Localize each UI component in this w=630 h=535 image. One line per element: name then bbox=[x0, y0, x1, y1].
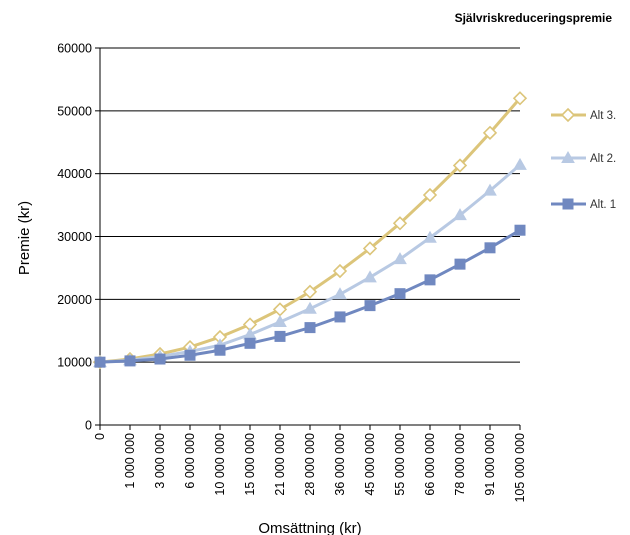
series-group bbox=[92, 91, 528, 370]
data-point-diamond bbox=[302, 284, 318, 299]
data-point-square bbox=[394, 288, 406, 300]
x-tick-label: 91 000 000 bbox=[483, 433, 497, 496]
chart-title: Självriskreduceringspremie bbox=[455, 11, 613, 25]
data-point-triangle bbox=[273, 314, 287, 327]
legend-label: Alt 2. bbox=[590, 153, 616, 165]
data-point-diamond bbox=[362, 241, 378, 256]
data-point-square bbox=[562, 198, 574, 210]
x-tick-label: 36 000 000 bbox=[333, 433, 347, 496]
x-tick-label: 1 000 000 bbox=[123, 433, 137, 489]
legend-item: Alt 3. bbox=[551, 107, 616, 123]
x-tick-labels: 0 1 000 000 3 000 000 6 000 000 10 000 000 15… bbox=[93, 433, 527, 503]
data-point-diamond bbox=[482, 125, 498, 140]
data-point-triangle bbox=[453, 208, 467, 221]
x-tick-label: 45 000 000 bbox=[363, 433, 377, 496]
y-tick-labels: 0 10000 20000 30000 40000 50000 60000 bbox=[57, 42, 92, 433]
data-point-diamond bbox=[512, 91, 528, 106]
y-tick-label: 0 bbox=[85, 419, 92, 433]
data-point-square bbox=[484, 242, 496, 254]
y-tick-label: 20000 bbox=[57, 293, 92, 307]
grid-lines bbox=[100, 47, 520, 363]
y-tick-label: 60000 bbox=[57, 42, 92, 56]
data-point-square bbox=[154, 353, 166, 365]
x-tick-label: 66 000 000 bbox=[423, 433, 437, 496]
data-point-square bbox=[244, 337, 256, 349]
legend: Alt 3. Alt 2. Alt. 1 bbox=[551, 107, 616, 211]
x-axis-title: Omsättning (kr) bbox=[258, 520, 361, 535]
data-point-square bbox=[214, 344, 226, 356]
x-tick-label: 78 000 000 bbox=[453, 433, 467, 496]
data-point-triangle bbox=[363, 270, 377, 283]
data-point-diamond bbox=[422, 187, 438, 203]
x-tick-label: 55 000 000 bbox=[393, 433, 407, 496]
data-point-square bbox=[94, 356, 106, 368]
data-point-square bbox=[454, 258, 466, 270]
x-tick-label: 15 000 000 bbox=[243, 433, 257, 496]
legend-item: Alt 2. bbox=[551, 150, 616, 165]
y-tick-label: 40000 bbox=[57, 167, 92, 181]
legend-item: Alt. 1 bbox=[551, 198, 616, 211]
data-point-square bbox=[304, 322, 316, 334]
legend-label: Alt 3. bbox=[590, 110, 616, 122]
data-point-diamond bbox=[332, 263, 348, 279]
data-point-diamond bbox=[452, 158, 468, 173]
data-point-square bbox=[184, 349, 196, 361]
y-tick-label: 30000 bbox=[57, 230, 92, 244]
x-tick-label: 105 000 000 bbox=[513, 433, 527, 503]
x-tick-label: 28 000 000 bbox=[303, 433, 317, 496]
data-point-triangle bbox=[393, 252, 407, 265]
y-tick-label: 50000 bbox=[57, 104, 92, 118]
data-point-square bbox=[274, 330, 286, 342]
data-point-square bbox=[514, 224, 526, 236]
y-axis-title: Premie (kr) bbox=[16, 201, 33, 275]
data-point-diamond bbox=[392, 216, 408, 231]
legend-label: Alt. 1 bbox=[590, 199, 616, 211]
x-tick-label: 10 000 000 bbox=[213, 433, 227, 496]
data-point-square bbox=[124, 355, 136, 367]
y-tick-label: 10000 bbox=[57, 356, 92, 370]
series-alt-1 bbox=[94, 224, 526, 368]
data-point-triangle bbox=[423, 230, 437, 243]
data-point-triangle bbox=[561, 150, 575, 163]
x-tick-label: 3 000 000 bbox=[153, 433, 167, 489]
data-point-triangle bbox=[483, 183, 497, 196]
data-point-square bbox=[334, 311, 346, 323]
data-point-diamond bbox=[560, 107, 576, 123]
data-point-triangle bbox=[303, 301, 317, 314]
data-point-triangle bbox=[333, 287, 347, 300]
data-point-square bbox=[424, 274, 436, 286]
axes bbox=[95, 47, 521, 430]
x-tick-label: 21 000 000 bbox=[273, 433, 287, 496]
data-point-triangle bbox=[513, 157, 527, 170]
data-point-square bbox=[364, 300, 376, 312]
x-tick-label: 0 bbox=[93, 433, 107, 440]
x-tick-label: 6 000 000 bbox=[183, 433, 197, 489]
